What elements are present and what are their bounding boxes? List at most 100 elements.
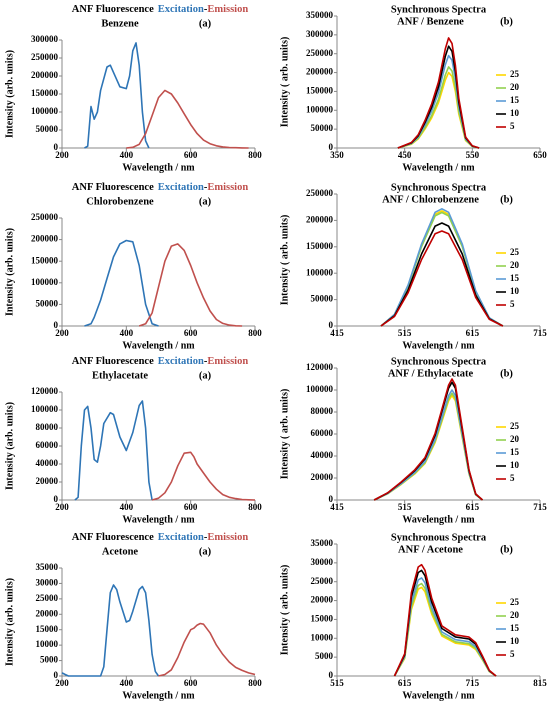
legend-label: 10	[510, 286, 520, 296]
y-tick-label: 300000	[31, 34, 59, 44]
title-separator: -	[204, 532, 208, 543]
y-tick-label: 150000	[31, 88, 59, 98]
y-tick-label: 0	[329, 494, 334, 504]
legend-label: Excitation	[158, 532, 204, 543]
series-line	[373, 381, 484, 501]
legend-label: Emission	[207, 182, 248, 193]
x-tick-label: 715	[533, 328, 547, 338]
x-tick-label: 450	[398, 150, 412, 160]
x-axis-label: Wavelength / nm	[122, 340, 195, 351]
y-axis-label: Intensity ( arb. units)	[279, 389, 290, 480]
x-axis-label: Wavelength / nm	[402, 514, 475, 525]
y-tick-label: 200000	[31, 70, 59, 80]
legend-label: 25	[510, 421, 520, 431]
y-tick-label: 40000	[36, 458, 59, 468]
y-tick-label: 120000	[306, 362, 334, 372]
y-tick-label: 0	[54, 494, 59, 504]
title-text: ANF Fluorescence	[72, 356, 154, 367]
series-line	[158, 622, 256, 677]
legend-label: 15	[510, 273, 520, 283]
legend-label: 5	[510, 121, 515, 131]
y-axis-label: Intensity (arb. units)	[4, 402, 15, 490]
series-line	[380, 208, 504, 327]
legend-label: 10	[510, 108, 520, 118]
x-tick-label: 600	[184, 150, 198, 160]
y-axis-label: Intensity (arb. units)	[4, 50, 15, 138]
x-tick-label: 800	[248, 678, 262, 688]
legend-label: 25	[510, 247, 520, 257]
x-axis-label: Wavelength / nm	[402, 690, 475, 701]
series-line	[126, 89, 249, 149]
legend-label: Excitation	[158, 356, 204, 367]
x-tick-label: 715	[533, 502, 547, 512]
x-tick-label: 800	[248, 502, 262, 512]
legend-label: 20	[510, 82, 520, 92]
series-line	[380, 230, 504, 327]
chart-subtitle: ANF / Chlorobenzene	[382, 194, 479, 205]
x-tick-label: 200	[55, 678, 69, 688]
x-tick-label: 815	[533, 678, 547, 688]
series-line	[151, 451, 256, 501]
y-tick-label: 20000	[311, 595, 334, 605]
y-tick-label: 300000	[306, 29, 334, 39]
chart-subtitle: ANF / Ethylacetate	[388, 368, 474, 379]
x-axis-label: Wavelength / nm	[122, 690, 195, 701]
x-tick-label: 200	[55, 328, 69, 338]
legend-label: 15	[510, 447, 520, 457]
y-tick-label: 150000	[306, 241, 334, 251]
series-line	[380, 222, 504, 327]
y-tick-label: 250000	[306, 188, 334, 198]
y-tick-label: 250000	[306, 48, 334, 58]
y-tick-label: 80000	[311, 406, 334, 416]
x-tick-label: 800	[248, 328, 262, 338]
y-tick-label: 35000	[36, 562, 59, 572]
y-tick-label: 40000	[311, 450, 334, 460]
x-tick-label: 400	[120, 328, 134, 338]
y-tick-label: 250000	[31, 52, 59, 62]
series-line	[61, 584, 160, 677]
y-tick-label: 50000	[36, 124, 59, 134]
x-tick-label: 400	[120, 502, 134, 512]
series-line	[393, 563, 497, 677]
y-tick-label: 100000	[306, 104, 334, 114]
x-tick-label: 615	[466, 502, 480, 512]
legend-label: 20	[510, 434, 520, 444]
x-tick-label: 350	[330, 150, 344, 160]
y-tick-label: 200000	[306, 214, 334, 224]
y-tick-label: 100000	[306, 267, 334, 277]
y-axis-label: Intensity ( arb. units)	[279, 215, 290, 306]
x-tick-label: 550	[466, 150, 480, 160]
x-tick-label: 715	[466, 678, 480, 688]
title-text: ANF Fluorescence	[72, 4, 154, 15]
x-tick-label: 600	[184, 502, 198, 512]
chart-title: Synchronous Spectra	[391, 182, 487, 193]
y-tick-label: 35000	[311, 538, 334, 548]
legend-label: 25	[510, 69, 520, 79]
y-tick-label: 350000	[306, 10, 334, 20]
x-axis-label: Wavelength / nm	[122, 162, 195, 173]
panel-label: (b)	[500, 16, 513, 27]
legend-label: Emission	[207, 4, 248, 15]
x-tick-label: 600	[184, 678, 198, 688]
legend-label: 5	[510, 299, 515, 309]
x-tick-label: 800	[248, 150, 262, 160]
x-axis-label: Wavelength / nm	[122, 514, 195, 525]
y-tick-label: 5000	[315, 651, 334, 661]
legend-label: 20	[510, 260, 520, 270]
title-text: ANF Fluorescence	[72, 182, 154, 193]
chart-subtitle: Benzene	[101, 18, 139, 29]
chart-title: ANF Fluorescence Excitation-Emission	[72, 4, 249, 15]
legend-label: 20	[510, 610, 520, 620]
y-axis-label: Intensity (arb. units)	[4, 578, 15, 666]
y-tick-label: 25000	[36, 593, 59, 603]
panel-label: (b)	[500, 544, 513, 555]
y-tick-label: 80000	[36, 422, 59, 432]
chart-title: ANF Fluorescence Excitation-Emission	[72, 356, 249, 367]
legend-label: 15	[510, 623, 520, 633]
y-tick-label: 30000	[311, 557, 334, 567]
y-tick-label: 120000	[31, 386, 59, 396]
y-tick-label: 200000	[31, 234, 59, 244]
panel-label: (b)	[500, 194, 513, 205]
legend-label: Emission	[207, 532, 248, 543]
